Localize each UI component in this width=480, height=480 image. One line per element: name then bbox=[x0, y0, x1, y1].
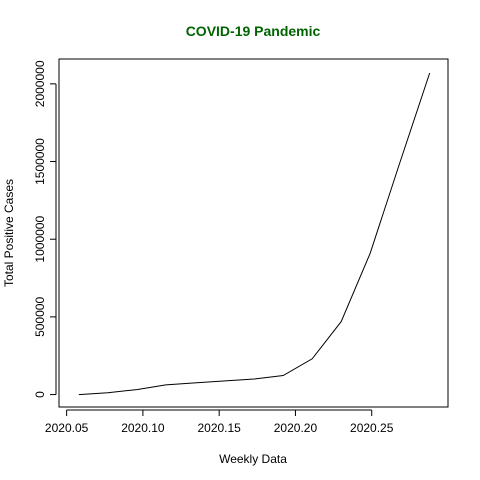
x-axis: 2020.05 2020.10 2020.15 2020.20 2020.25 bbox=[45, 409, 394, 435]
y-tick-label: 500000 bbox=[33, 297, 47, 337]
x-tick-label: 2020.20 bbox=[274, 421, 318, 435]
y-tick-label: 2000000 bbox=[33, 60, 47, 107]
x-tick-label: 2020.10 bbox=[121, 421, 165, 435]
chart-title: COVID-19 Pandemic bbox=[186, 23, 321, 39]
plot-frame bbox=[58, 58, 449, 408]
x-axis-label: Weekly Data bbox=[219, 452, 287, 466]
y-tick-label: 1500000 bbox=[33, 138, 47, 185]
y-tick-label: 0 bbox=[33, 391, 47, 398]
y-tick-label: 1000000 bbox=[33, 216, 47, 263]
y-axis: 0 500000 1000000 1500000 2000000 bbox=[33, 60, 57, 398]
x-tick-label: 2020.05 bbox=[45, 421, 89, 435]
x-tick-label: 2020.15 bbox=[197, 421, 241, 435]
series-line bbox=[78, 72, 431, 396]
y-axis-label: Total Positive Cases bbox=[2, 179, 16, 287]
x-tick-label: 2020.25 bbox=[350, 421, 394, 435]
